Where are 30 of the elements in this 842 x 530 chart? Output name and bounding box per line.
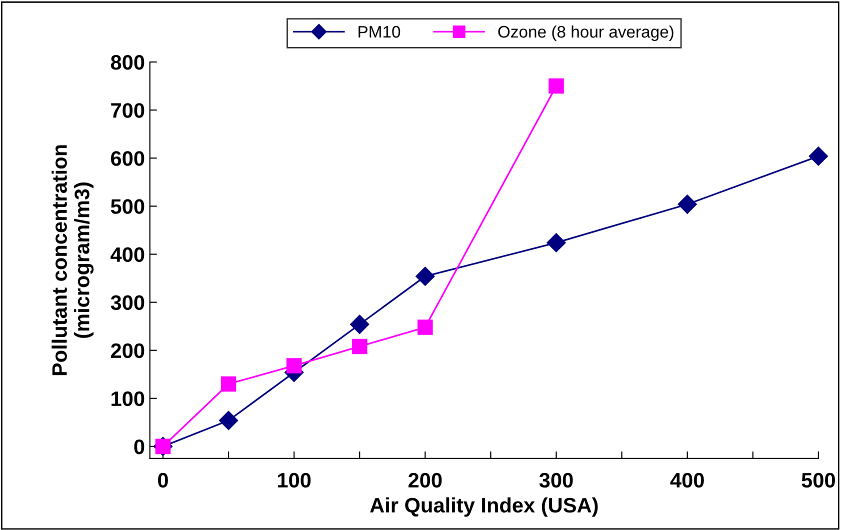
y-tick-label: 0 xyxy=(134,439,144,454)
x-tick-label: 300 xyxy=(539,472,573,488)
x-tick-label: 100 xyxy=(278,472,311,488)
point xyxy=(218,410,238,430)
y-tick-label: 500 xyxy=(110,199,144,214)
point xyxy=(350,314,370,334)
point xyxy=(808,146,828,166)
legend-label: PM10 xyxy=(358,26,400,38)
point xyxy=(416,266,435,286)
x-tick-label: 500 xyxy=(802,472,835,488)
point xyxy=(548,78,564,94)
y-tick-label: 400 xyxy=(110,247,144,262)
point xyxy=(220,376,236,392)
point xyxy=(546,233,566,252)
point xyxy=(418,320,433,335)
x-axis-title: Air Quality Index (USA) xyxy=(370,497,598,517)
y-axis-title: Pollutant concentration (microgram/m3) xyxy=(52,145,94,376)
point xyxy=(286,358,302,374)
y-tick-label: 600 xyxy=(111,151,144,166)
x-tick-label: 200 xyxy=(408,472,442,488)
x-tick-label: 0 xyxy=(158,472,168,488)
point xyxy=(352,338,368,354)
y-tick-label: 300 xyxy=(110,295,144,310)
y-tick-label: 100 xyxy=(112,391,144,406)
y-tick-label: 200 xyxy=(110,343,144,358)
x-tick-label: 400 xyxy=(670,472,704,488)
point xyxy=(678,194,697,214)
y-tick-label: 700 xyxy=(111,103,144,118)
y-tick-label: 800 xyxy=(110,55,144,70)
legend-label: Ozone (8 hour average) xyxy=(498,25,674,42)
